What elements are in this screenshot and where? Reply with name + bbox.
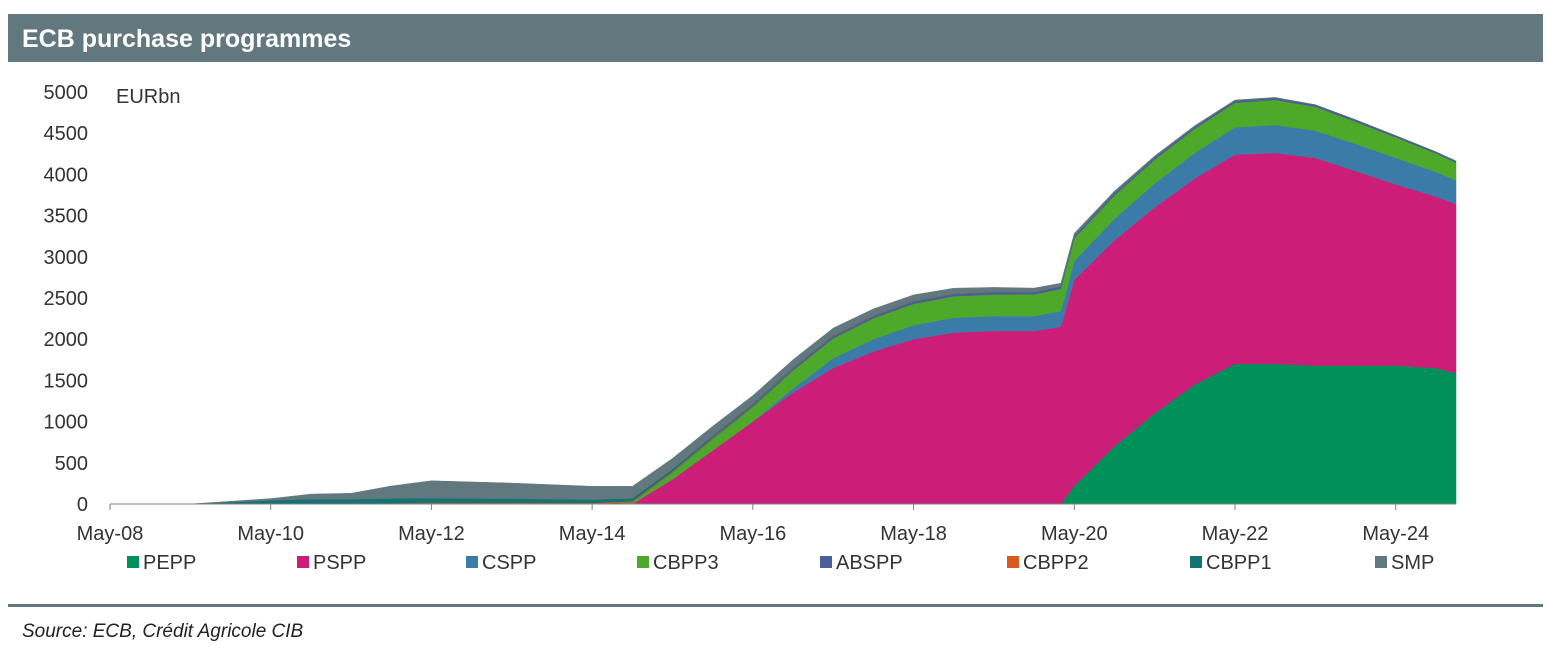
legend-label: PEPP (143, 552, 196, 574)
chart-title: ECB purchase programmes (22, 25, 352, 53)
legend-label: PSPP (313, 552, 366, 574)
x-tick-label: May-20 (1041, 523, 1108, 545)
chart-title-bar: ECB purchase programmes (8, 14, 1543, 62)
y-tick-label: 2000 (44, 329, 89, 351)
legend-swatch (820, 556, 832, 568)
legend-item-cbpp2: CBPP2 (1007, 552, 1089, 574)
y-tick-label: 1500 (44, 370, 89, 392)
legend-swatch (637, 556, 649, 568)
x-tick-label: May-22 (1202, 523, 1269, 545)
legend-item-pepp: PEPP (127, 552, 196, 574)
x-tick-label: May-14 (559, 523, 626, 545)
legend-swatch (297, 556, 309, 568)
legend-swatch (127, 556, 139, 568)
x-tick-label: May-16 (720, 523, 787, 545)
y-tick-label: 1000 (44, 412, 89, 434)
source-note: Source: ECB, Crédit Agricole CIB (22, 621, 304, 642)
y-tick-label: 3500 (44, 206, 89, 228)
stacked-area-chart: 0 500 1000 1500 2000 2500 3000 3500 4000 4500 5000… (44, 82, 1457, 574)
x-tick-label: May-24 (1362, 523, 1429, 545)
area-smp (110, 97, 1457, 505)
legend-swatch (1190, 556, 1202, 568)
legend-swatch (466, 556, 478, 568)
legend-label: CSPP (482, 552, 536, 574)
legend-label: CBPP1 (1206, 552, 1272, 574)
x-tick-label: May-08 (77, 523, 144, 545)
x-tick-label: May-10 (237, 523, 304, 545)
legend-item-abspp: ABSPP (820, 552, 903, 574)
legend-label: CBPP2 (1023, 552, 1089, 574)
legend-item-pspp: PSPP (297, 552, 366, 574)
y-tick-label: 0 (77, 494, 88, 516)
y-tick-label: 2500 (44, 288, 89, 310)
x-tick-label: May-12 (398, 523, 465, 545)
axes: 0 500 1000 1500 2000 2500 3000 3500 4000 4500 5000… (44, 82, 1456, 545)
legend-swatch (1007, 556, 1019, 568)
legend-label: SMP (1391, 552, 1434, 574)
legend-item-cbpp3: CBPP3 (637, 552, 719, 574)
legend-label: CBPP3 (653, 552, 719, 574)
legend-item-cspp: CSPP (466, 552, 536, 574)
y-tick-label: 500 (55, 453, 88, 475)
legend: PEPP PSPP CSPP CBPP3 ABSPP CBPP2 CBPP1 SMP (127, 552, 1434, 574)
series-areas (110, 97, 1457, 505)
legend-item-cbpp1: CBPP1 (1190, 552, 1272, 574)
unit-label: EURbn (116, 86, 180, 108)
legend-label: ABSPP (836, 552, 903, 574)
y-tick-label: 3000 (44, 247, 89, 269)
y-tick-label: 4500 (44, 123, 89, 145)
legend-item-smp: SMP (1375, 552, 1434, 574)
y-tick-label: 5000 (44, 82, 89, 104)
footer-rule (8, 604, 1543, 607)
x-tick-label: May-18 (880, 523, 947, 545)
legend-swatch (1375, 556, 1387, 568)
y-tick-label: 4000 (44, 164, 89, 186)
